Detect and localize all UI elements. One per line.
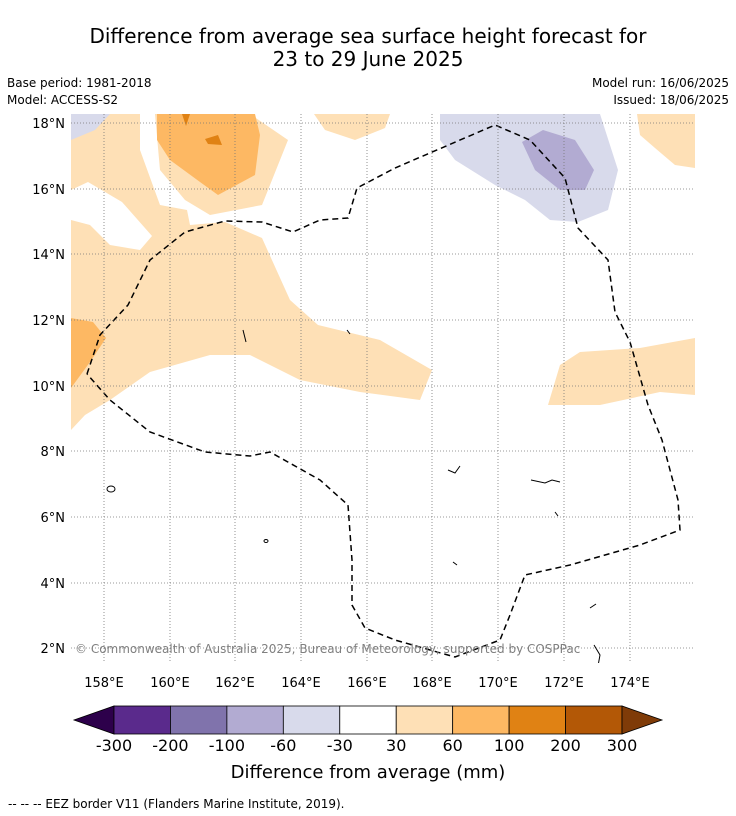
lon-label: 158°E — [84, 676, 124, 691]
anomaly-region-60-100-west — [71, 318, 106, 388]
colorbar-extend-low — [72, 705, 115, 735]
colorbar-bin — [452, 705, 510, 735]
colorbar-tick-label: -200 — [152, 736, 189, 755]
model-label: Model: ACCESS-S2 — [7, 93, 119, 107]
graticule — [71, 114, 695, 663]
anomaly-region-30-60-top-mid — [314, 114, 390, 140]
colorbar-title: Difference from average (mm) — [230, 762, 506, 783]
lon-label: 168°E — [412, 676, 452, 691]
anomaly-region-minus-30-60-corner — [71, 114, 110, 140]
map-title-line2: 23 to 29 June 2025 — [272, 47, 464, 71]
copyright-notice: © Commonwealth of Australia 2025, Bureau… — [75, 642, 580, 656]
model-run-label: Model run: 16/06/2025 — [591, 76, 729, 90]
colorbar-bin — [395, 705, 454, 735]
colorbar-tick-label: -30 — [326, 736, 353, 755]
colorbar-extend-high — [621, 705, 664, 735]
colorbar-tick-label: 30 — [386, 736, 407, 755]
colorbar-bin — [339, 705, 397, 735]
colorbar-bin — [565, 705, 623, 735]
anomaly-region-100-200-b — [182, 114, 190, 126]
lat-label: 18°N — [32, 117, 65, 132]
lon-label: 160°E — [150, 676, 190, 691]
colorbar-bin — [508, 705, 566, 735]
lon-label: 166°E — [347, 676, 387, 691]
colorbar-tick-label: 300 — [606, 736, 638, 755]
lat-label: 6°N — [41, 511, 66, 526]
lat-label: 10°N — [32, 380, 65, 395]
island-marker — [106, 485, 116, 493]
colorbar — [72, 705, 664, 735]
colorbar-tick-label: 60 — [442, 736, 463, 755]
colorbar-tick-label: -100 — [208, 736, 246, 755]
colorbar-tick-label: 100 — [493, 736, 525, 755]
base-period-label: Base period: 1981-2018 — [7, 76, 152, 90]
lon-label: 172°E — [544, 676, 584, 691]
lon-label: 162°E — [215, 676, 255, 691]
colorbar-tick-label: -300 — [95, 736, 133, 755]
colorbar-bin — [170, 705, 228, 735]
lon-label: 164°E — [281, 676, 321, 691]
anomaly-region-30-60-east — [548, 338, 695, 405]
anomaly-region-30-60-west — [71, 114, 432, 430]
map-title-line1: Difference from average sea surface heig… — [89, 24, 647, 48]
lat-label: 4°N — [41, 577, 66, 592]
map-plot-area: © Commonwealth of Australia 2025, Bureau… — [71, 114, 695, 663]
lon-label: 170°E — [478, 676, 518, 691]
colorbar-tick-label: -60 — [270, 736, 297, 755]
lat-label: 8°N — [41, 445, 66, 460]
colorbar-bin — [113, 705, 171, 735]
colorbar-bin — [282, 705, 341, 735]
island-marker — [263, 539, 269, 543]
colorbar-bin — [226, 705, 284, 735]
lat-label: 12°N — [32, 314, 65, 329]
eez-footnote: -- -- -- EEZ border V11 (Flanders Marine… — [8, 797, 345, 811]
colorbar-tick-label: 200 — [550, 736, 581, 755]
lat-label: 2°N — [41, 642, 66, 657]
lat-label: 14°N — [32, 248, 65, 263]
anomaly-region-100-200-a — [205, 135, 222, 145]
anomaly-region-30-60-top-right — [637, 114, 695, 168]
anomaly-region-60-100-north — [157, 114, 260, 195]
lat-label: 16°N — [32, 183, 65, 198]
lon-label: 174°E — [610, 676, 650, 691]
eez-border-line — [86, 124, 681, 658]
island-marker — [530, 479, 561, 484]
issued-label: Issued: 18/06/2025 — [613, 93, 729, 107]
island-marker — [242, 329, 559, 566]
anomaly-region-minus-60-100 — [522, 130, 594, 190]
